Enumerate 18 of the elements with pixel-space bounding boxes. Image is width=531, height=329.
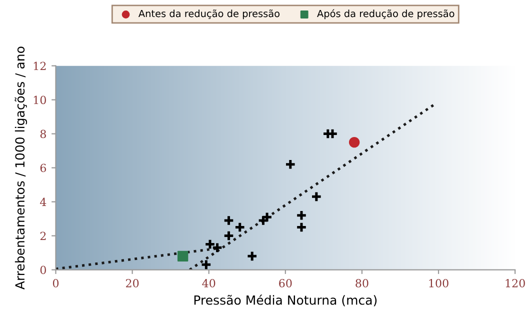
y-tick-label: 12	[34, 62, 46, 70]
y-tick-label: 8	[40, 130, 46, 138]
x-tick-label: 80	[356, 279, 368, 288]
y-tick-label: 6	[40, 164, 46, 172]
x-tick-label: 20	[126, 279, 139, 288]
x-tick-label: 100	[429, 279, 448, 288]
legend-label: Após da redução de pressão	[317, 9, 454, 20]
y-tick-label: 10	[34, 96, 46, 104]
y-axis-title: Arrebentamentos / 1000 ligações / ano	[14, 46, 28, 290]
x-tick-label: 60	[279, 279, 292, 288]
y-tick-label: 4	[40, 198, 46, 206]
y-tick-label: 2	[40, 232, 46, 240]
x-tick-label: 40	[202, 279, 216, 288]
x-tick-label: 120	[506, 279, 525, 288]
legend-label: Antes da redução de pressão	[138, 10, 280, 20]
x-tick-label: 0	[52, 279, 59, 288]
y-tick-label: 0	[40, 266, 46, 274]
x-axis-title: Pressão Média Noturna (mca)	[194, 294, 377, 306]
